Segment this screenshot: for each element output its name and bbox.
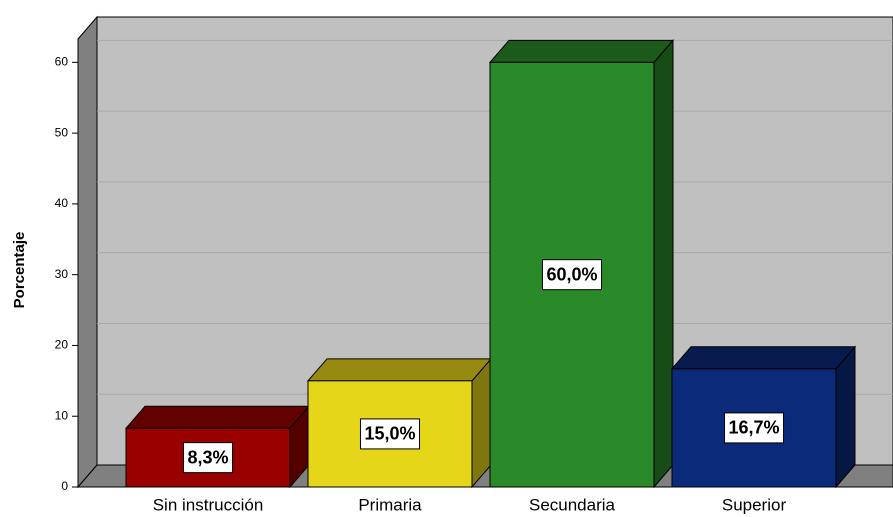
value-label: 16,7% [728, 418, 779, 438]
value-label-box [723, 412, 785, 444]
side-wall [77, 15, 98, 489]
y-tick-label: 10 [55, 408, 69, 422]
bar-side [653, 39, 674, 489]
bars: 8,3% 15,0% 60,0% 16,7% [124, 39, 857, 489]
bar [489, 61, 655, 488]
value-label: 60,0% [546, 264, 597, 284]
y-tick-label: 50 [55, 125, 69, 139]
y-tick-label: 40 [55, 196, 69, 210]
value-label-box [541, 259, 603, 291]
y-tick-label: 60 [55, 55, 69, 69]
y-tick-label: 20 [55, 338, 69, 352]
x-tick-label: Sin instrucción [153, 495, 264, 514]
bar-top [488, 39, 675, 63]
y-tick-label: 30 [55, 267, 69, 281]
value-label-box [182, 442, 234, 474]
y-axis-label: Porcentaje [11, 232, 28, 309]
value-label-box [359, 418, 421, 450]
x-tick-label: Primaria [358, 495, 422, 514]
value-label: 8,3% [187, 447, 228, 467]
bar-top [306, 358, 493, 382]
bar-side [835, 345, 856, 489]
value-label: 15,0% [364, 424, 415, 444]
y-tick-label: 0 [61, 479, 68, 493]
x-tick-label: Superior [722, 495, 787, 514]
x-tick-label: Secundaria [529, 495, 616, 514]
bar-top [124, 405, 311, 429]
bar-top [670, 346, 857, 370]
